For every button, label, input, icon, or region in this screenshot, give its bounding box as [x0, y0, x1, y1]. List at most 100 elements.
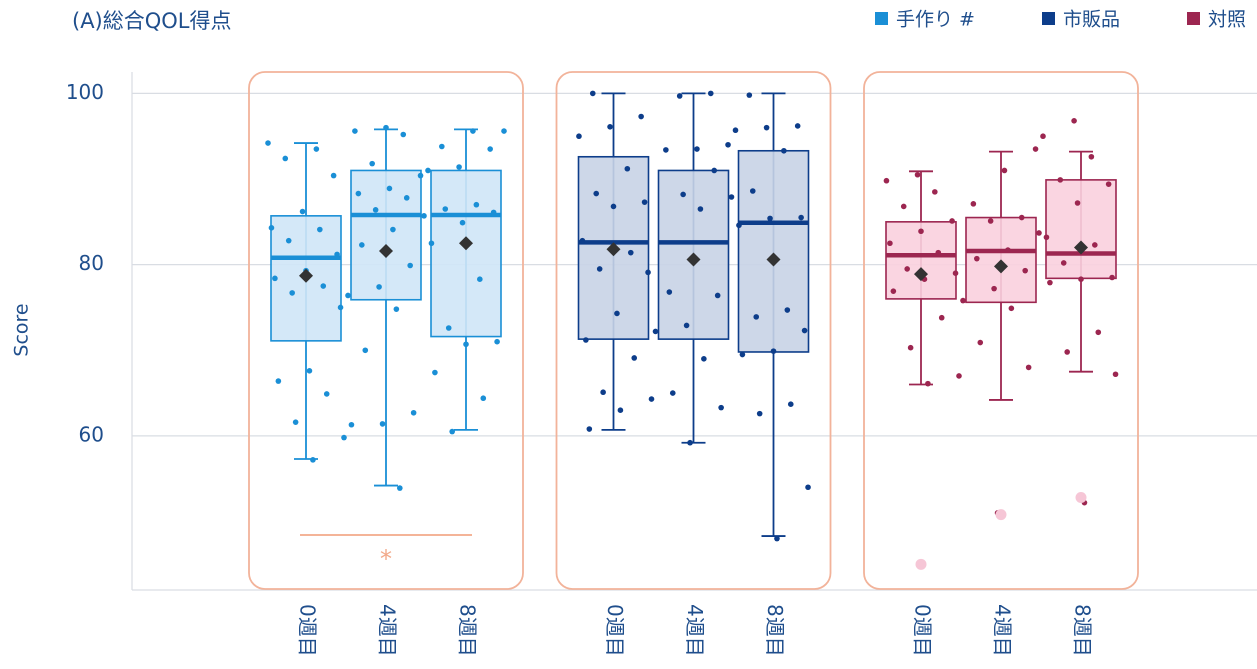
data-point — [369, 160, 375, 167]
data-point — [1032, 146, 1039, 152]
data-point — [306, 368, 313, 374]
data-point — [272, 275, 278, 282]
data-point — [749, 188, 756, 194]
data-point — [904, 266, 910, 272]
data-point — [442, 206, 449, 212]
data-point — [932, 189, 938, 195]
x-tick-label: 4週目 — [991, 604, 1015, 657]
data-point — [299, 208, 306, 215]
data-point — [383, 124, 389, 131]
x-tick-label: 0週目 — [296, 604, 320, 657]
data-point — [282, 155, 289, 162]
data-point — [428, 240, 435, 247]
legend-swatch — [1042, 12, 1055, 25]
data-point — [1064, 349, 1070, 355]
data-point — [666, 289, 673, 295]
data-point — [1095, 329, 1102, 336]
data-point — [624, 165, 631, 172]
data-point — [268, 225, 275, 231]
legend-label: 対照 — [1208, 9, 1246, 31]
data-point — [410, 409, 417, 416]
legend-label: 市販品 — [1063, 9, 1120, 31]
data-point — [589, 90, 596, 97]
x-tick-label: 0週目 — [911, 604, 935, 657]
data-point — [1001, 167, 1008, 174]
data-point — [372, 207, 379, 213]
outlier — [995, 509, 1007, 521]
data-point — [907, 344, 914, 351]
y-axis-label: Score — [11, 303, 33, 356]
panel — [555, 71, 832, 590]
data-point — [345, 292, 351, 299]
data-point — [631, 355, 638, 361]
data-point — [641, 199, 648, 205]
data-point — [425, 167, 431, 174]
data-point — [883, 177, 890, 184]
mean — [606, 242, 621, 257]
outlier — [915, 558, 927, 570]
data-point — [334, 251, 340, 258]
data-point — [313, 146, 320, 152]
panel — [248, 71, 524, 590]
data-point — [1092, 242, 1098, 248]
data-point — [728, 194, 735, 200]
data-point — [987, 218, 994, 224]
data-point — [694, 146, 700, 152]
data-point — [494, 338, 500, 345]
data-point — [576, 133, 582, 140]
data-point — [956, 373, 962, 379]
data-point — [501, 128, 507, 134]
mean — [1074, 240, 1088, 255]
data-point — [579, 237, 586, 244]
chart-title: (A)総合QOL得点 — [72, 9, 232, 33]
y-tick-label: 100 — [66, 80, 104, 104]
data-point — [490, 209, 497, 216]
data-point — [770, 348, 777, 354]
data-point — [627, 249, 634, 256]
data-point — [1036, 230, 1042, 236]
data-point — [330, 172, 337, 179]
data-point — [977, 339, 984, 346]
data-point — [787, 401, 794, 408]
data-point — [683, 322, 690, 329]
data-point — [1109, 274, 1115, 281]
data-point — [680, 191, 686, 198]
data-point — [610, 203, 617, 210]
data-point — [439, 143, 445, 150]
data-point — [648, 396, 655, 402]
data-point — [711, 167, 718, 174]
data-point — [753, 314, 760, 320]
data-point — [1088, 153, 1095, 160]
data-point — [714, 292, 721, 299]
legend-swatch — [875, 12, 888, 25]
data-point — [432, 369, 438, 376]
data-point — [487, 146, 493, 152]
data-point — [1078, 276, 1084, 283]
data-point — [600, 389, 606, 396]
data-point — [1005, 247, 1011, 253]
data-point — [417, 172, 424, 179]
data-point — [390, 226, 396, 233]
box — [1045, 179, 1117, 280]
data-point — [914, 171, 921, 178]
mean — [379, 243, 393, 258]
data-point — [470, 128, 476, 134]
data-point — [359, 242, 365, 248]
data-point — [352, 128, 358, 134]
data-point — [767, 215, 773, 222]
y-tick-label: 80 — [79, 251, 104, 275]
data-point — [732, 127, 739, 134]
data-point — [1105, 181, 1112, 187]
data-point — [925, 380, 931, 387]
data-point — [275, 378, 282, 384]
data-point — [421, 213, 427, 219]
mean — [686, 252, 701, 267]
data-point — [1047, 279, 1053, 286]
data-point — [697, 206, 704, 212]
data-point — [1018, 214, 1025, 221]
data-point — [756, 410, 763, 417]
mean — [299, 268, 313, 283]
data-point — [701, 356, 707, 362]
data-point — [320, 283, 327, 289]
